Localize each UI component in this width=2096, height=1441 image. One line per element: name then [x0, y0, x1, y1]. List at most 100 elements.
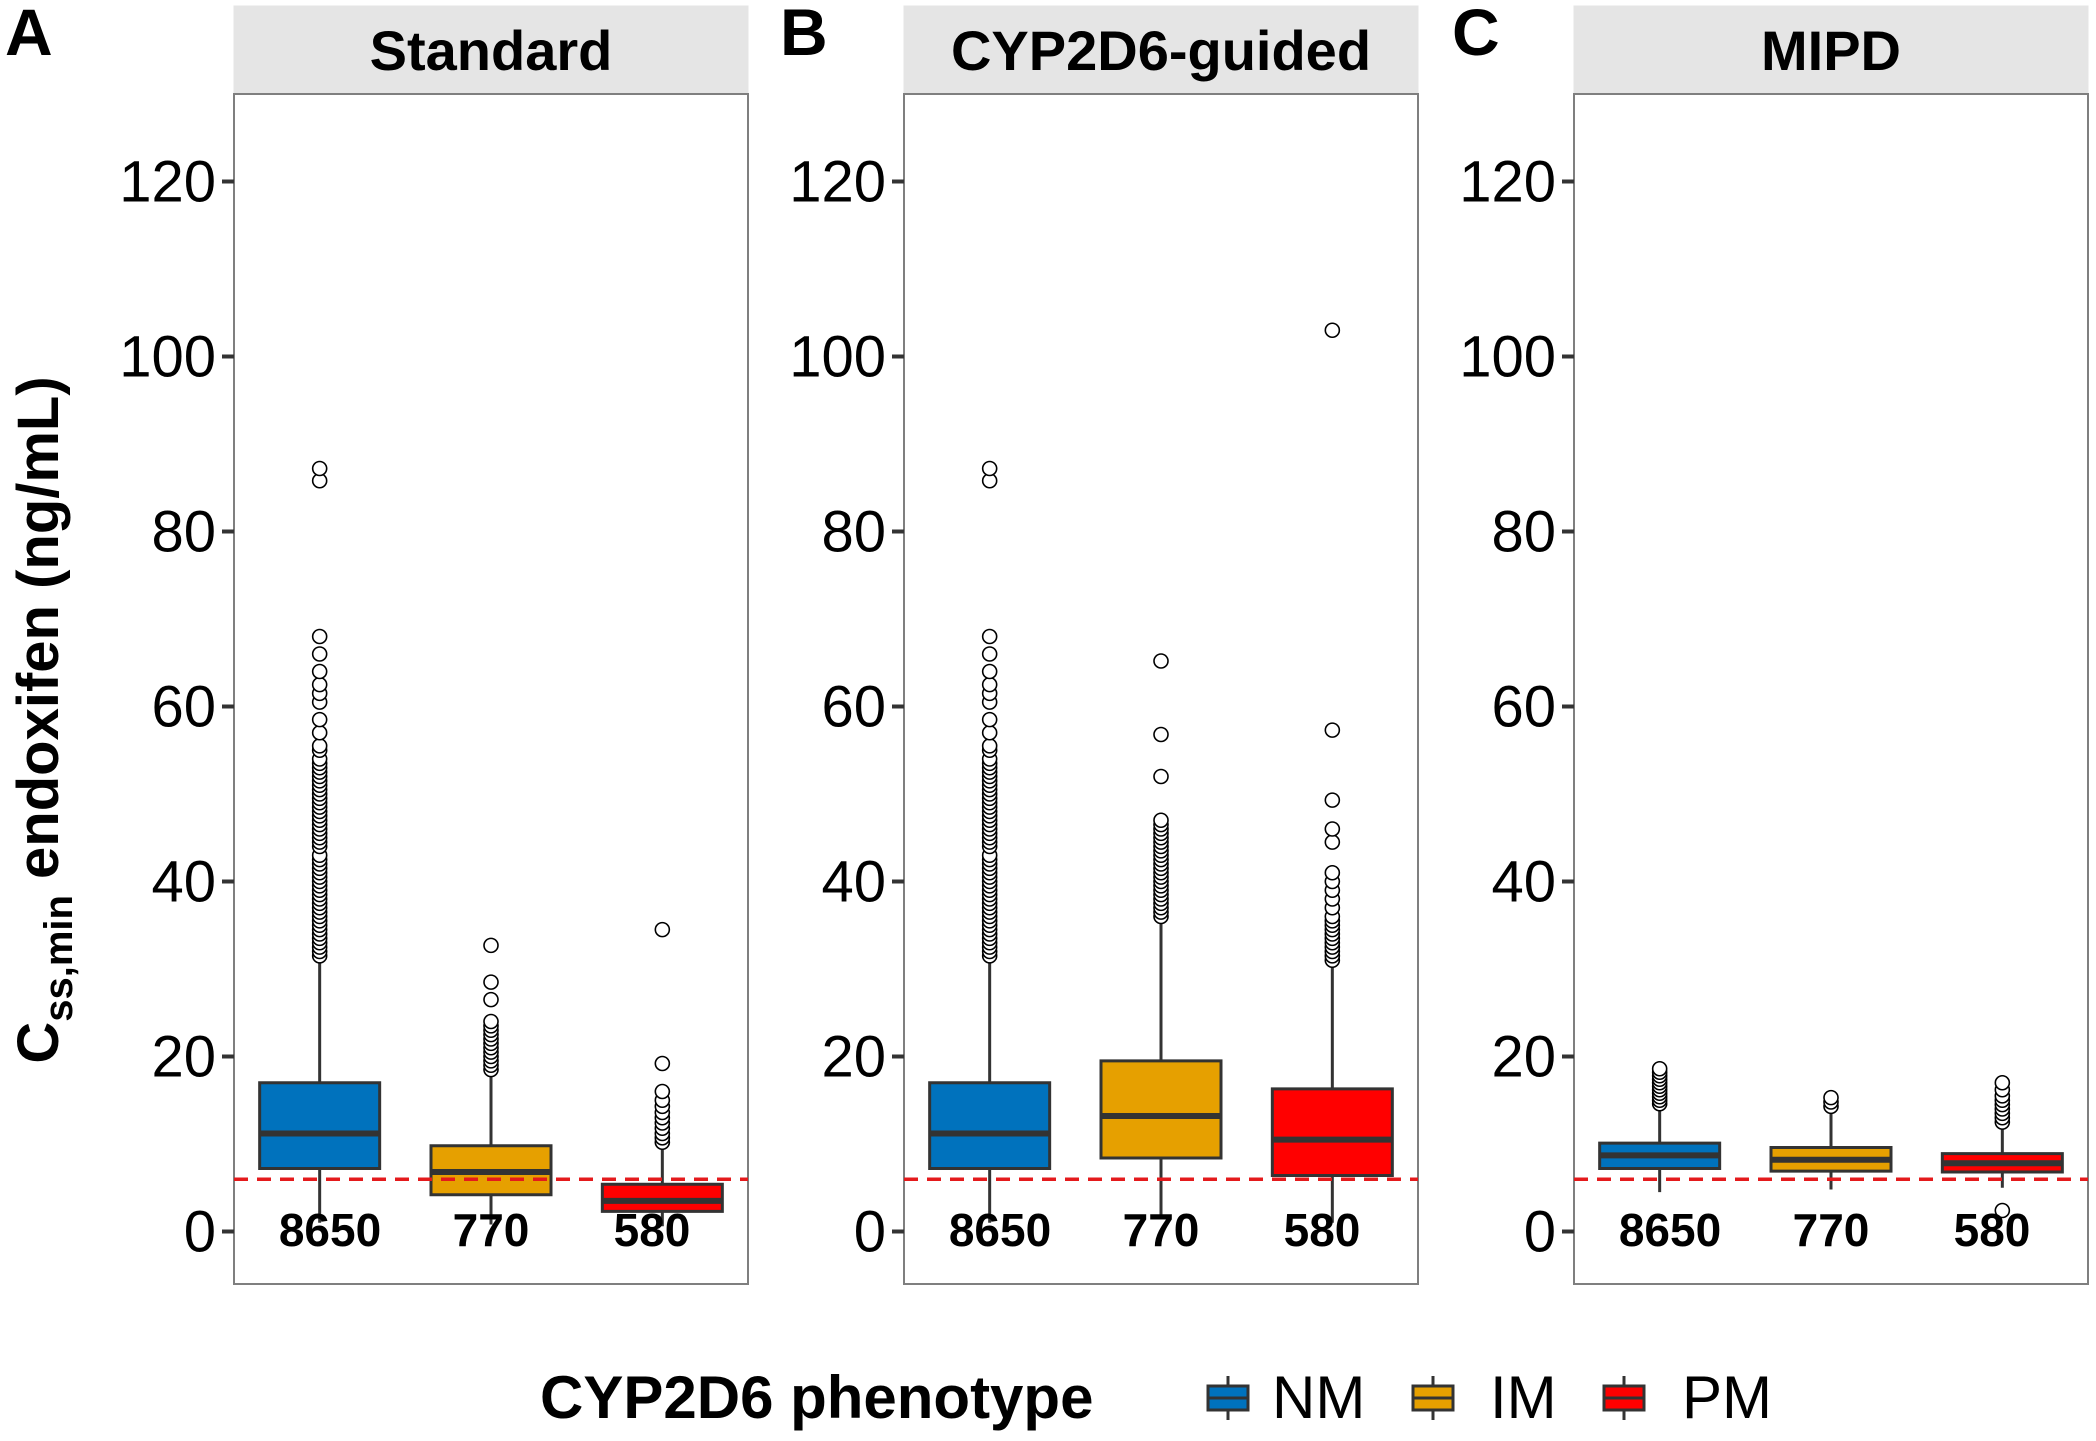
y-tick-label-b-120: 120 — [789, 150, 886, 215]
panel-c-plot-area — [1574, 1060, 2088, 1219]
y-tick-label-c-100: 100 — [1459, 325, 1556, 390]
y-tick-label-c-80: 80 — [1491, 500, 1556, 565]
y-tick-label-a-60: 60 — [151, 675, 216, 740]
outlier-a-nm-56 — [311, 460, 328, 477]
outlier-c-nm-10 — [1651, 1060, 1668, 1077]
panel-c-count-labels: 8650 770 580 — [1619, 1204, 2031, 1256]
count-label-c-im: 770 — [1793, 1204, 1870, 1256]
y-tick-label-c-60: 60 — [1491, 675, 1556, 740]
count-label-a-im: 770 — [453, 1204, 530, 1256]
outlier-b-nm-53 — [981, 646, 998, 662]
y-tick-label-c-20: 20 — [1491, 1025, 1556, 1090]
outlier-b-pm-19 — [1324, 722, 1341, 738]
outlier-a-nm-46 — [311, 738, 328, 754]
outlier-b-nm-47 — [981, 724, 998, 741]
panel-a-y-axis: 0 20 40 60 80 100 120 — [119, 150, 234, 1265]
y-axis-title-main: C — [6, 1022, 71, 1064]
panel-b-count-labels: 8650 770 580 — [949, 1204, 1361, 1256]
outlier-a-pm-11 — [654, 921, 671, 938]
outlier-a-pm-9 — [654, 1083, 671, 1100]
outlier-a-nm-48 — [311, 711, 328, 728]
panel-b: B CYP2D6-guided 0 20 40 60 80 100 120 8650 770… — [780, 0, 1419, 1285]
y-axis-title-subscript: ss,min — [37, 895, 81, 1022]
y-tick-label-b-80: 80 — [821, 500, 886, 565]
legend-item-nm: NM — [1206, 1364, 1365, 1431]
outlier-b-im-24 — [1153, 726, 1169, 743]
panel-a-plot-area — [234, 460, 748, 1227]
outlier-a-nm-51 — [311, 676, 328, 693]
panel-letter-c: C — [1452, 0, 1500, 69]
panel-letter-a: A — [5, 0, 53, 69]
panel-b-strip — [903, 5, 1419, 95]
count-label-b-im: 770 — [1123, 1204, 1200, 1256]
outlier-b-pm-16 — [1324, 834, 1341, 850]
y-tick-label-b-0: 0 — [854, 1200, 886, 1265]
count-label-b-nm: 8650 — [949, 1204, 1051, 1256]
panel-a-count-labels: 8650 770 580 — [279, 1204, 691, 1256]
box-b-im — [1099, 1059, 1223, 1160]
panel-a-strip — [233, 5, 749, 95]
y-tick-label-b-40: 40 — [821, 850, 886, 915]
outlier-c-pm-9 — [1994, 1074, 2011, 1091]
panel-b-plot-area — [904, 322, 1418, 1223]
outlier-b-im-25 — [1153, 653, 1169, 669]
outlier-a-nm-52 — [311, 663, 328, 680]
y-tick-label-b-60: 60 — [821, 675, 886, 740]
y-axis-title: Css,min endoxifen (ng/mL) — [6, 376, 81, 1063]
outlier-b-nm-46 — [981, 738, 998, 754]
outlier-a-nm-53 — [311, 646, 328, 662]
outlier-a-im-11 — [483, 1013, 499, 1030]
count-label-a-nm: 8650 — [279, 1204, 381, 1256]
y-tick-label-a-120: 120 — [119, 150, 216, 215]
panel-c-title: MIPD — [1761, 19, 1901, 82]
outlier-a-im-13 — [483, 974, 499, 990]
y-tick-label-b-100: 100 — [789, 325, 886, 390]
outlier-b-nm-48 — [981, 711, 998, 728]
y-tick-label-c-0: 0 — [1524, 1200, 1556, 1265]
y-tick-label-c-40: 40 — [1491, 850, 1556, 915]
y-tick-label-b-20: 20 — [821, 1025, 886, 1090]
legend-label-pm: PM — [1682, 1364, 1772, 1431]
legend-item-im: IM — [1411, 1364, 1557, 1431]
outlier-b-nm-54 — [981, 628, 998, 645]
panel-a-title: Standard — [370, 19, 613, 82]
box-b-nm — [928, 1081, 1052, 1170]
panel-c-y-axis: 0 20 40 60 80 100 120 — [1459, 150, 1574, 1265]
panel-a: A Standard 0 20 40 60 80 100 120 8650 770 580 — [5, 0, 749, 1285]
y-tick-label-a-0: 0 — [184, 1200, 216, 1265]
outlier-b-im-23 — [1153, 768, 1169, 785]
y-tick-label-a-40: 40 — [151, 850, 216, 915]
outlier-b-im-22 — [1153, 812, 1169, 829]
y-tick-label-a-80: 80 — [151, 500, 216, 565]
outlier-b-pm-18 — [1324, 792, 1341, 808]
count-label-a-pm: 580 — [614, 1204, 691, 1256]
box-b-pm — [1270, 1087, 1394, 1177]
outlier-b-nm-51 — [981, 676, 998, 693]
panel-b-title: CYP2D6-guided — [951, 19, 1371, 82]
legend-label-nm: NM — [1272, 1364, 1365, 1431]
outlier-c-pm-0 — [1994, 1202, 2011, 1219]
outlier-a-pm-10 — [654, 1055, 671, 1072]
outlier-a-im-12 — [483, 991, 499, 1008]
outlier-a-im-14 — [483, 937, 499, 954]
outlier-b-pm-15 — [1324, 864, 1341, 881]
legend-title: CYP2D6 phenotype — [540, 1364, 1093, 1431]
panel-letter-b: B — [780, 0, 828, 69]
count-label-c-nm: 8650 — [1619, 1204, 1721, 1256]
outlier-c-im-2 — [1823, 1089, 1839, 1106]
y-axis-title-rest: endoxifen (ng/mL) — [6, 376, 71, 895]
outlier-b-pm-20 — [1324, 322, 1341, 339]
outlier-b-pm-17 — [1324, 821, 1341, 837]
outlier-b-nm-56 — [981, 460, 998, 477]
panel-c-strip — [1573, 5, 2089, 95]
box-a-nm — [258, 1081, 382, 1170]
count-label-c-pm: 580 — [1954, 1204, 2031, 1256]
outlier-a-nm-54 — [311, 628, 328, 645]
y-tick-label-a-20: 20 — [151, 1025, 216, 1090]
panel-b-y-axis: 0 20 40 60 80 100 120 — [789, 150, 904, 1265]
box-a-pm — [600, 1182, 724, 1213]
legend: CYP2D6 phenotype NM IM PM — [540, 1364, 1772, 1431]
panel-c: C MIPD 0 20 40 60 80 100 120 8650 770 580 — [1452, 0, 2089, 1285]
y-tick-label-c-120: 120 — [1459, 150, 1556, 215]
